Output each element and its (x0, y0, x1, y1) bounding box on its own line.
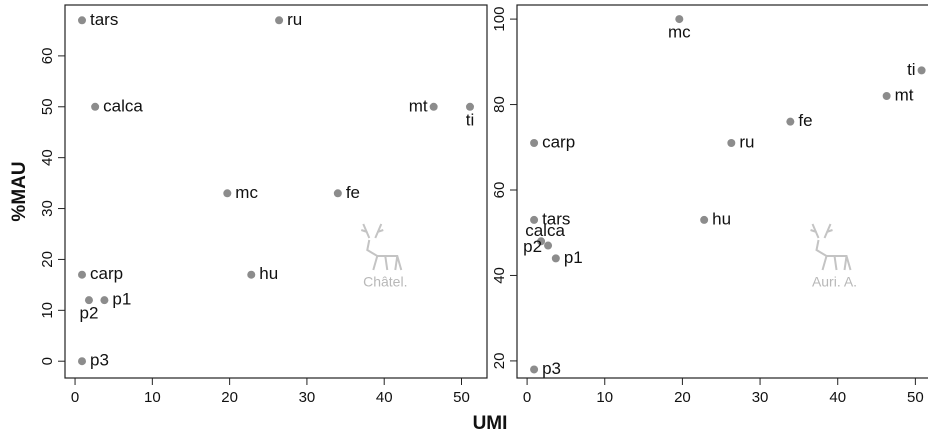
point-label: mt (409, 96, 428, 115)
point-label: hu (712, 209, 731, 228)
watermark: Châtel. (363, 274, 407, 290)
point (429, 102, 438, 111)
x-axis-label: UMI (473, 413, 508, 434)
plot-frame (516, 4, 928, 379)
y-tick-label: 40 (491, 267, 508, 284)
point-label: ti (466, 110, 475, 129)
x-tick-label: 30 (752, 389, 769, 406)
deer-antlers (360, 223, 384, 239)
point-label: tars (90, 10, 118, 29)
point-label: carp (542, 132, 575, 151)
point (786, 117, 795, 126)
point-label: mt (895, 85, 914, 104)
y-tick-label: 20 (39, 251, 56, 268)
y-tick-label: 60 (491, 182, 508, 199)
y-tick-label: 100 (491, 7, 508, 32)
x-tick-label: 0 (71, 389, 79, 406)
point (530, 215, 539, 224)
x-tick-label: 50 (453, 389, 470, 406)
point (91, 102, 100, 111)
point (78, 16, 87, 25)
watermark-icon (810, 223, 852, 271)
x-tick-label: 40 (376, 389, 393, 406)
x-tick-label: 10 (596, 389, 613, 406)
point (78, 357, 87, 366)
x-tick-label: 40 (829, 389, 846, 406)
point (537, 237, 546, 246)
watermark-icon (360, 223, 403, 271)
point (275, 16, 284, 25)
deer-antlers (810, 223, 833, 239)
point (247, 270, 256, 279)
x-tick-label: 20 (221, 389, 238, 406)
plot-frame (64, 4, 488, 379)
deer-body (815, 239, 852, 271)
x-tick-label: 50 (907, 389, 924, 406)
point (700, 215, 709, 224)
point-label: fe (798, 111, 812, 130)
point-label: hu (259, 264, 278, 283)
point-label: calca (525, 221, 565, 240)
point (78, 270, 87, 279)
point-label: p2 (79, 304, 98, 323)
deer-body (366, 239, 403, 271)
y-tick-label: 20 (491, 353, 508, 370)
point-label: ru (287, 10, 302, 29)
point-label: fe (346, 183, 360, 202)
point-label: p3 (542, 359, 561, 378)
point (551, 254, 560, 263)
point-label: p3 (90, 351, 109, 370)
point-label: tars (542, 209, 570, 228)
point-label: mc (235, 183, 258, 202)
y-tick-label: 0 (39, 357, 56, 365)
point-label: ti (907, 60, 916, 79)
point (530, 139, 539, 148)
point-label: mc (668, 23, 691, 42)
point (882, 92, 891, 101)
point-label: carp (90, 264, 123, 283)
x-tick-label: 30 (299, 389, 316, 406)
point-label: ru (739, 132, 754, 151)
point (917, 66, 926, 75)
y-tick-label: 40 (39, 149, 56, 166)
y-axis-label: %MAU (9, 161, 30, 221)
x-tick-label: 20 (674, 389, 691, 406)
point (727, 139, 736, 148)
y-tick-label: 80 (491, 96, 508, 113)
point-label: calca (103, 96, 143, 115)
point-label: p1 (112, 290, 131, 309)
point (544, 241, 553, 250)
y-tick-label: 30 (39, 200, 56, 217)
point-label: p2 (523, 237, 542, 256)
y-tick-label: 60 (39, 48, 56, 65)
point-label: p1 (564, 248, 583, 267)
x-tick-label: 0 (523, 389, 531, 406)
point (100, 296, 109, 305)
point (84, 296, 93, 305)
point (223, 189, 232, 198)
y-tick-label: 10 (39, 302, 56, 319)
point (675, 15, 684, 24)
point (530, 365, 539, 374)
y-tick-label: 50 (39, 98, 56, 115)
point (465, 102, 474, 111)
watermark: Auri. A. (812, 274, 857, 290)
point (333, 189, 342, 198)
x-tick-label: 10 (144, 389, 161, 406)
